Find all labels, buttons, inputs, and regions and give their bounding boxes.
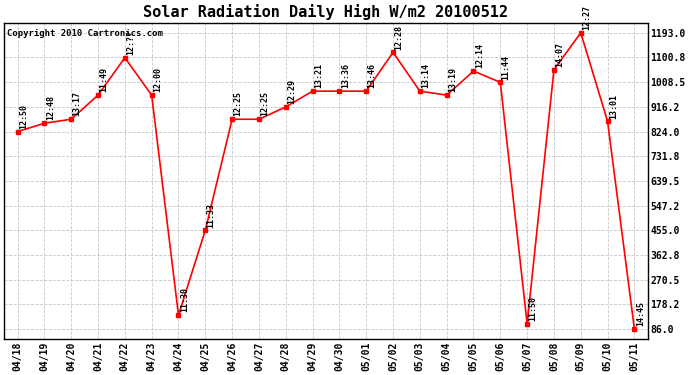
- Title: Solar Radiation Daily High W/m2 20100512: Solar Radiation Daily High W/m2 20100512: [144, 4, 509, 20]
- Text: 13:14: 13:14: [421, 63, 431, 88]
- Text: 12:25: 12:25: [233, 92, 242, 117]
- Text: 12:28: 12:28: [395, 24, 404, 50]
- Text: 12:48: 12:48: [46, 96, 55, 120]
- Text: 14:45: 14:45: [635, 301, 644, 326]
- Text: 12:27: 12:27: [582, 5, 591, 30]
- Text: 11:33: 11:33: [207, 202, 216, 228]
- Text: 12:29: 12:29: [287, 79, 296, 104]
- Text: 11:50: 11:50: [529, 296, 538, 321]
- Text: 11:49: 11:49: [99, 68, 108, 92]
- Text: 13:01: 13:01: [609, 94, 618, 118]
- Text: 12:25: 12:25: [260, 92, 269, 117]
- Text: 13:21: 13:21: [314, 63, 323, 88]
- Text: Copyright 2010 Cartronics.com: Copyright 2010 Cartronics.com: [8, 29, 164, 38]
- Text: 13:36: 13:36: [341, 63, 350, 88]
- Text: 13:19: 13:19: [448, 68, 457, 92]
- Text: 11:44: 11:44: [502, 54, 511, 80]
- Text: 13:17: 13:17: [72, 92, 81, 117]
- Text: 12:14: 12:14: [475, 43, 484, 68]
- Text: 14:07: 14:07: [555, 42, 564, 67]
- Text: 12:50: 12:50: [19, 104, 28, 129]
- Text: 11:30: 11:30: [180, 287, 189, 312]
- Text: 12:00: 12:00: [153, 68, 162, 92]
- Text: 12:??: 12:??: [126, 30, 135, 55]
- Text: 13:46: 13:46: [368, 63, 377, 88]
